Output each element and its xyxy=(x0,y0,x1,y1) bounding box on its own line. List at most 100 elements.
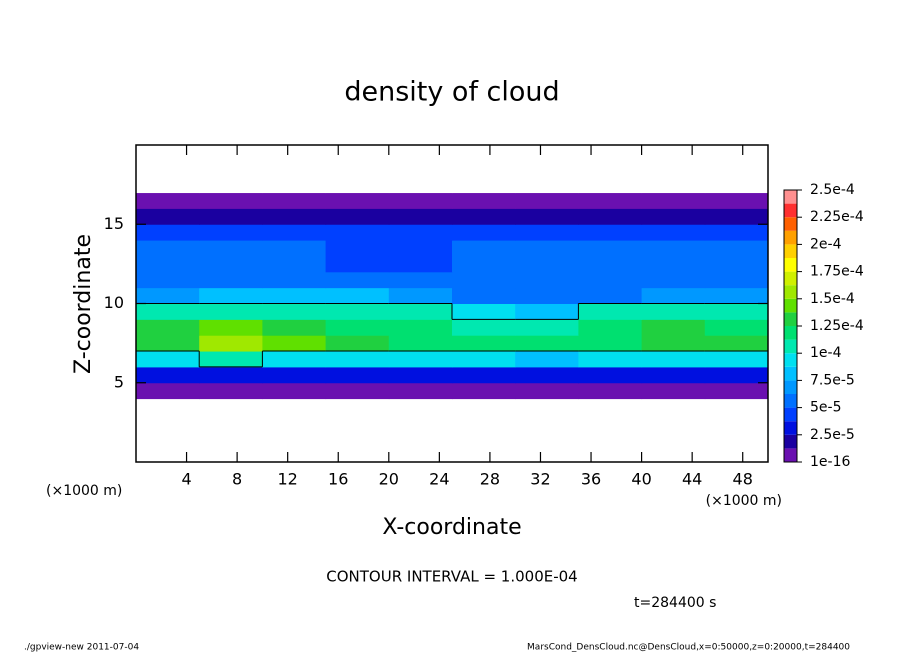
cell xyxy=(136,192,200,209)
cell xyxy=(515,255,579,273)
cell xyxy=(388,366,453,384)
cell xyxy=(325,208,390,225)
cell xyxy=(388,145,453,162)
cell xyxy=(199,382,263,400)
cell xyxy=(199,319,263,336)
cell xyxy=(136,335,200,352)
cell xyxy=(136,160,200,178)
cell xyxy=(388,351,453,368)
cell xyxy=(388,255,453,273)
cell xyxy=(262,303,327,320)
cell xyxy=(578,366,643,384)
cell xyxy=(199,240,263,257)
cell xyxy=(704,382,769,400)
cell xyxy=(325,335,390,352)
cell xyxy=(641,382,706,400)
cell xyxy=(641,335,706,352)
colorbar-segment xyxy=(784,326,797,340)
x-tick-label: 24 xyxy=(429,470,449,489)
cell xyxy=(199,430,263,447)
cell xyxy=(199,398,263,415)
cell xyxy=(325,224,390,241)
cell xyxy=(325,176,390,194)
cell xyxy=(641,271,706,289)
colorbar-tick-label: 1.25e-4 xyxy=(810,318,864,334)
cell xyxy=(515,208,579,225)
cell xyxy=(262,351,327,368)
cell xyxy=(641,319,706,336)
cell xyxy=(641,208,706,225)
cell xyxy=(704,208,769,225)
cell xyxy=(578,414,643,431)
cell xyxy=(578,398,643,415)
colorbar-segment xyxy=(784,230,797,245)
x-tick-label: 36 xyxy=(581,470,601,489)
footer-right: MarsCond_DensCloud.nc@DensCloud,x=0:5000… xyxy=(527,643,850,653)
cell xyxy=(199,255,263,273)
cell xyxy=(199,192,263,209)
cell xyxy=(262,160,327,178)
colorbar-tick-label: 1.75e-4 xyxy=(810,264,864,280)
cell xyxy=(515,446,579,463)
cell xyxy=(388,303,453,320)
cell xyxy=(704,430,769,447)
cell xyxy=(388,271,453,289)
cell xyxy=(452,414,516,431)
cell xyxy=(704,303,769,320)
cell xyxy=(515,319,579,336)
cell xyxy=(704,192,769,209)
cell xyxy=(578,446,643,463)
cell xyxy=(641,224,706,241)
cell xyxy=(325,303,390,320)
cell xyxy=(452,208,516,225)
cell xyxy=(515,398,579,415)
cell xyxy=(388,446,453,463)
cell xyxy=(704,160,769,178)
cell xyxy=(704,398,769,415)
cell xyxy=(325,446,390,463)
cell xyxy=(262,430,327,447)
colorbar-segment xyxy=(784,339,797,354)
cell xyxy=(578,176,643,194)
cell xyxy=(641,160,706,178)
cell xyxy=(704,145,769,162)
cell xyxy=(136,351,200,368)
colorbar-segment xyxy=(784,407,797,422)
cell xyxy=(262,287,327,304)
y-tick-label: 10 xyxy=(104,293,124,312)
cell xyxy=(452,446,516,463)
cell xyxy=(578,351,643,368)
cell xyxy=(199,351,263,368)
x-tick-label: 12 xyxy=(278,470,298,489)
cell xyxy=(452,271,516,289)
x-tick-label: 4 xyxy=(181,470,191,489)
cell xyxy=(452,255,516,273)
cell xyxy=(262,446,327,463)
cell xyxy=(199,287,263,304)
y-axis-label: Z-coordinate xyxy=(71,234,96,374)
cell xyxy=(388,240,453,257)
cell xyxy=(388,414,453,431)
cell xyxy=(704,366,769,384)
cell xyxy=(578,224,643,241)
cell xyxy=(262,192,327,209)
cell xyxy=(199,303,263,320)
colorbar-segment xyxy=(784,353,797,367)
cell xyxy=(136,271,200,289)
colorbar-segment xyxy=(784,366,797,381)
cell xyxy=(262,145,327,162)
cell xyxy=(199,208,263,225)
cell xyxy=(325,287,390,304)
colorbar-segment xyxy=(784,217,797,231)
cell xyxy=(262,224,327,241)
cell xyxy=(452,351,516,368)
cell xyxy=(515,351,579,368)
cell xyxy=(452,319,516,336)
cell xyxy=(136,382,200,400)
cell xyxy=(136,240,200,257)
cell xyxy=(452,382,516,400)
cell xyxy=(136,430,200,447)
x-tick-label: 8 xyxy=(232,470,242,489)
cell xyxy=(452,303,516,320)
colorbar-tick-label: 1e-16 xyxy=(810,454,850,470)
